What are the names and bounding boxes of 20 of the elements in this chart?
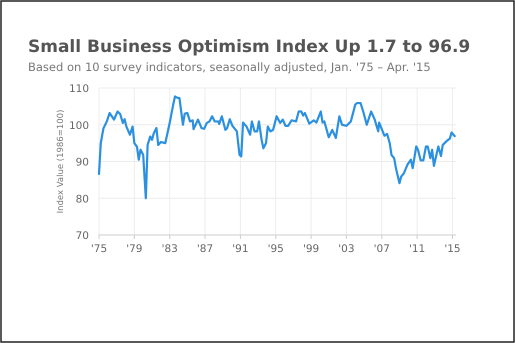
y-tick-label: 110 (68, 83, 89, 95)
x-tick-label: '99 (302, 243, 320, 255)
line-series (98, 95, 456, 200)
x-tick-label: '11 (408, 243, 426, 255)
x-tick-label: '87 (196, 243, 214, 255)
x-tick-label: '07 (374, 243, 390, 255)
y-axis-title: Index Value (1986=100) (56, 110, 66, 214)
x-tick-label: '75 (90, 243, 108, 255)
x-tick-label: '15 (444, 243, 461, 255)
chart-title: Small Business Optimism Index Up 1.7 to 96.9 (28, 37, 470, 57)
y-tick-label: 70 (76, 230, 89, 242)
y-tick-label: 90 (76, 156, 89, 168)
x-tick-label: '79 (126, 243, 142, 255)
y-tick-label: 100 (68, 120, 89, 132)
x-tick-label: '83 (162, 243, 178, 255)
chart-subtitle: Based on 10 survey indicators, seasonally adjusted, Jan. '75 – Apr. '15 (28, 60, 431, 74)
x-tick-label: '03 (338, 243, 355, 255)
y-tick-label: 80 (76, 193, 89, 206)
x-tick-label: '91 (232, 243, 249, 255)
x-tick-label: '95 (268, 243, 284, 255)
